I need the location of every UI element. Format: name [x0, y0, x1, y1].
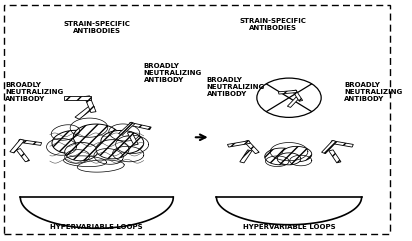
Text: BROADLY
NEUTRALIZING
ANTIBODY: BROADLY NEUTRALIZING ANTIBODY	[207, 77, 265, 97]
Polygon shape	[119, 122, 135, 135]
Polygon shape	[96, 140, 129, 159]
Polygon shape	[52, 130, 94, 154]
Text: BROADLY
NEUTRALIZING
ANTIBODY: BROADLY NEUTRALIZING ANTIBODY	[344, 82, 402, 102]
Polygon shape	[64, 96, 91, 100]
Text: HYPERVARIABLE LOOPS: HYPERVARIABLE LOOPS	[51, 224, 143, 230]
Polygon shape	[279, 90, 297, 94]
Text: BROADLY
NEUTRALIZING
ANTIBODY: BROADLY NEUTRALIZING ANTIBODY	[144, 63, 202, 83]
Text: HYPERVARIABLE LOOPS: HYPERVARIABLE LOOPS	[243, 224, 335, 230]
Polygon shape	[240, 150, 252, 163]
Polygon shape	[227, 141, 250, 147]
Polygon shape	[293, 90, 303, 101]
Polygon shape	[330, 141, 353, 147]
Polygon shape	[73, 124, 120, 150]
Polygon shape	[84, 96, 96, 113]
Polygon shape	[127, 132, 138, 145]
Polygon shape	[65, 142, 98, 161]
Polygon shape	[321, 141, 337, 154]
Text: STRAIN-SPECIFIC
ANTIBODIES: STRAIN-SPECIFIC ANTIBODIES	[63, 20, 130, 33]
Circle shape	[257, 78, 321, 117]
Polygon shape	[277, 153, 301, 165]
Text: STRAIN-SPECIFIC
ANTIBODIES: STRAIN-SPECIFIC ANTIBODIES	[240, 18, 307, 31]
Polygon shape	[18, 140, 42, 145]
Polygon shape	[244, 141, 259, 154]
Polygon shape	[288, 97, 299, 107]
Polygon shape	[75, 105, 95, 119]
Polygon shape	[16, 149, 30, 162]
Polygon shape	[265, 148, 297, 165]
Polygon shape	[129, 122, 151, 130]
Polygon shape	[20, 197, 173, 228]
Text: BROADLY
NEUTRALIZING
ANTIBODY: BROADLY NEUTRALIZING ANTIBODY	[5, 82, 63, 102]
Polygon shape	[101, 130, 144, 154]
Polygon shape	[329, 150, 341, 163]
Polygon shape	[216, 197, 362, 225]
Polygon shape	[10, 139, 24, 153]
Polygon shape	[282, 146, 312, 162]
